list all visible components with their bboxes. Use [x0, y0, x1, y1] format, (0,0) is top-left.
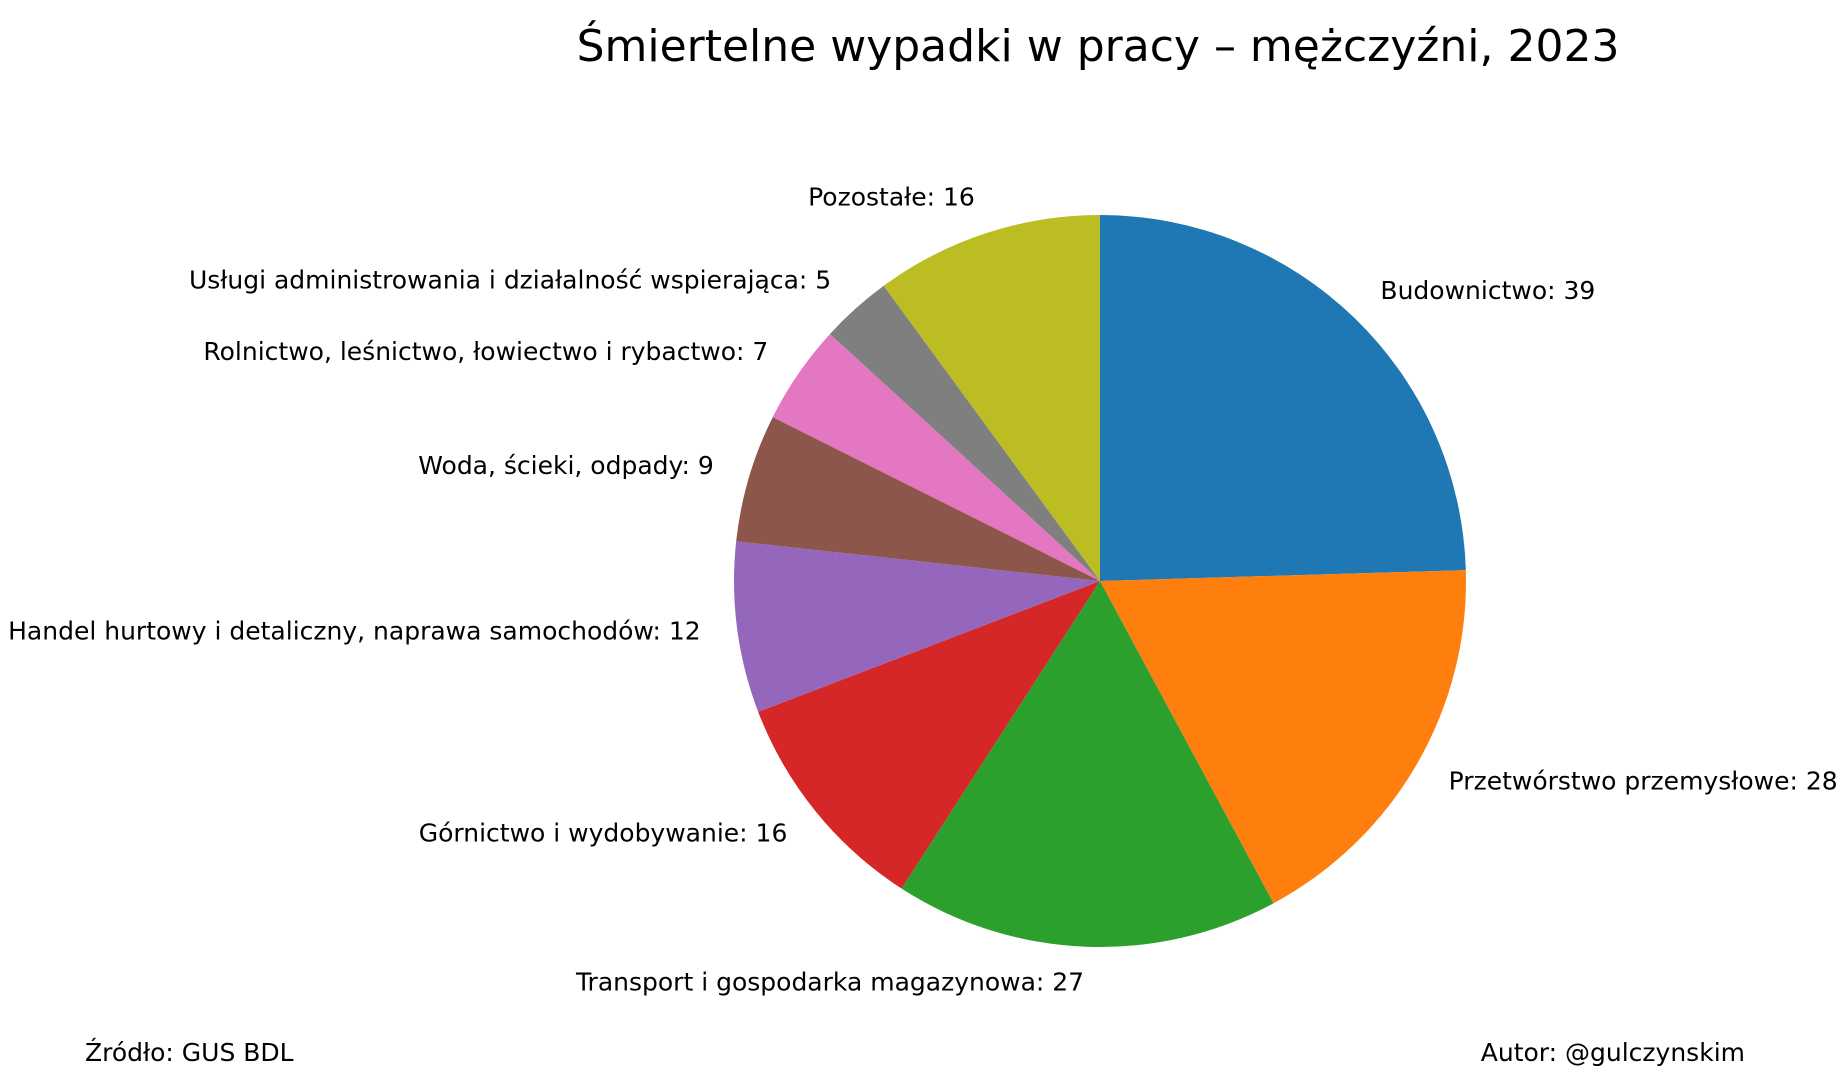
source-note: Źródło: GUS BDL	[85, 1038, 294, 1067]
pie-labels: Budownictwo: 39 Przetwórstwo przemysłowe:…	[8, 182, 1838, 996]
pie-slice-budownictwo	[1100, 215, 1466, 581]
pie-label-rolnictwo-lesnictwo-lowiectwo-i-rybactwo: Rolnictwo, leśnictwo, łowiectwo i rybact…	[203, 337, 768, 366]
pie-slice-handel-hurtowy-i-detaliczny-naprawa-samochodow	[734, 541, 1100, 712]
author-note: Autor: @gulczynskim	[1481, 1038, 1745, 1067]
pie-label-gornictwo-i-wydobywanie: Górnictwo i wydobywanie: 16	[419, 819, 788, 848]
pie-slices	[734, 215, 1466, 947]
pie-label-transport-i-gospodarka-magazynowa: Transport i gospodarka magazynowa: 27	[575, 967, 1084, 996]
pie-label-uslugi-administrowania-i-dzialalnosc-wspierajaca: Usługi administrowania i działalność wsp…	[189, 265, 831, 294]
pie-slice-woda-scieki-odpady	[736, 417, 1100, 581]
pie-slice-rolnictwo-lesnictwo-lowiectwo-i-rybactwo	[772, 333, 1100, 581]
chart-title: Śmiertelne wypadki w pracy – mężczyźni, …	[577, 19, 1620, 72]
pie-label-budownictwo: Budownictwo: 39	[1380, 276, 1595, 305]
pie-slice-uslugi-administrowania-i-dzialalnosc-wspierajaca	[829, 285, 1100, 581]
pie-label-pozostale: Pozostałe: 16	[808, 182, 975, 211]
pie-label-przetworstwo-przemyslowe: Przetwórstwo przemysłowe: 28	[1449, 766, 1838, 795]
pie-label-woda-scieki-odpady: Woda, ścieki, odpady: 9	[418, 451, 714, 480]
pie-slice-pozostale	[883, 215, 1100, 581]
pie-slice-transport-i-gospodarka-magazynowa	[901, 581, 1274, 947]
pie-label-handel-hurtowy-i-detaliczny-naprawa-samochodow: Handel hurtowy i detaliczny, naprawa sam…	[8, 617, 701, 646]
pie-slice-przetworstwo-przemyslowe	[1100, 570, 1466, 904]
pie-slice-gornictwo-i-wydobywanie	[758, 581, 1100, 889]
